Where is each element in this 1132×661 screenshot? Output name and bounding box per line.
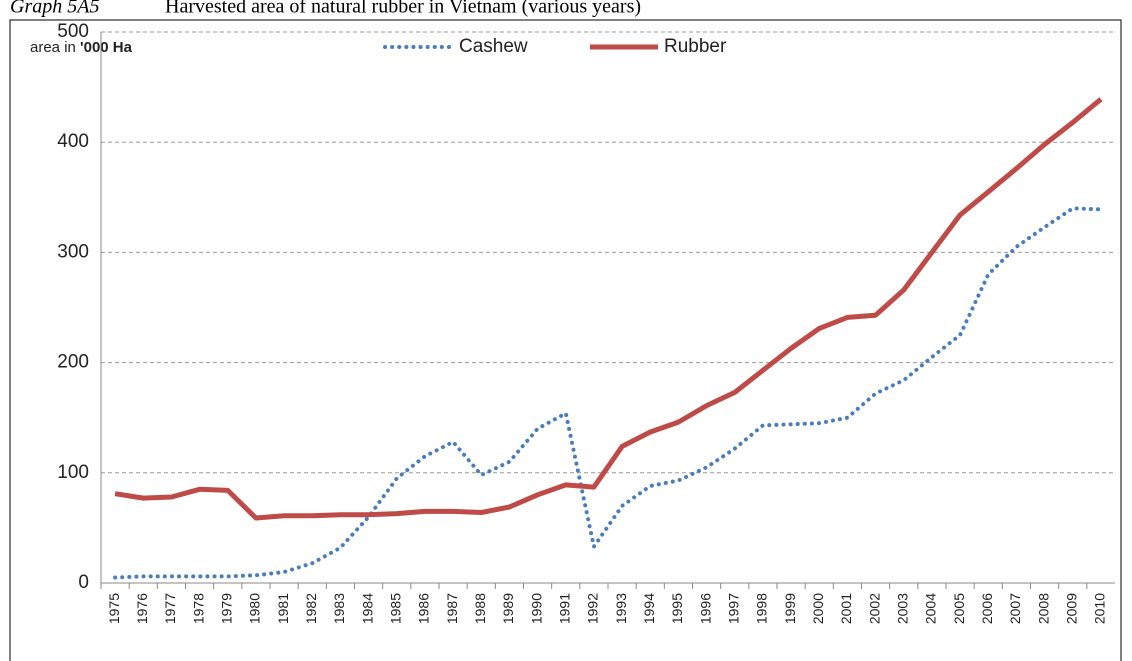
y-tick-label: 100 [57,462,89,483]
x-tick-label: 1988 [472,593,488,624]
x-tick-label: 1975 [106,593,122,624]
x-tick-label: 1983 [331,593,347,624]
legend-label: Rubber [664,36,727,57]
x-tick-label: 1987 [444,593,460,624]
x-tick-label: 2002 [866,593,882,624]
x-tick-label: 1992 [585,593,601,624]
x-tick-label: 1984 [359,593,375,624]
x-tick-label: 2009 [1063,593,1079,624]
annotation-text: area in [30,39,76,56]
x-tick-label: 1993 [613,593,629,624]
x-tick-label: 2007 [1007,593,1023,624]
series-line [114,97,1103,521]
x-tick-label: 1985 [387,593,403,624]
x-tick-label: 1996 [697,593,713,624]
y-tick-label: 200 [57,352,89,373]
x-tick-label: 1990 [528,593,544,624]
x-tick-label: 1986 [416,593,432,624]
x-tick-label: 2006 [979,593,995,624]
x-tick-label: 1994 [641,593,657,624]
series-line [113,206,1103,580]
x-tick-label: 1977 [162,593,178,624]
x-tick-label: 1998 [754,593,770,624]
x-tick-label: 1976 [134,593,150,624]
x-tick-label: 1979 [218,593,234,624]
x-tick-label: 2004 [923,593,939,624]
y-tick-label: 0 [78,572,89,593]
x-tick-label: 1995 [669,593,685,624]
chart-label: Graph 5A5 [10,0,99,18]
x-tick-label: 2000 [810,593,826,624]
x-tick-label: 1982 [303,593,319,624]
chart-title: Harvested area of natural rubber in Viet… [165,0,641,18]
x-tick-label: 1991 [556,593,572,624]
x-tick-label: 2001 [838,593,854,624]
legend-label: Cashew [459,36,528,57]
chart-frame [9,19,1122,661]
x-tick-label: 2010 [1092,593,1108,624]
x-tick-label: 1981 [275,593,291,624]
y-tick-label: 500 [57,21,89,42]
x-tick-label: 1997 [725,593,741,624]
y-tick-label: 400 [57,131,89,152]
x-tick-label: 1999 [782,593,798,624]
x-tick-label: 1978 [190,593,206,624]
x-tick-label: 1980 [247,593,263,624]
annotation-unit: '000 Ha [80,39,133,56]
x-tick-label: 1989 [500,593,516,624]
x-tick-label: 2008 [1035,593,1051,624]
x-tick-label: 2005 [951,593,967,624]
x-tick-label: 2003 [894,593,910,624]
annotation: area in '000 Ha [30,39,133,56]
y-tick-label: 300 [57,241,89,262]
